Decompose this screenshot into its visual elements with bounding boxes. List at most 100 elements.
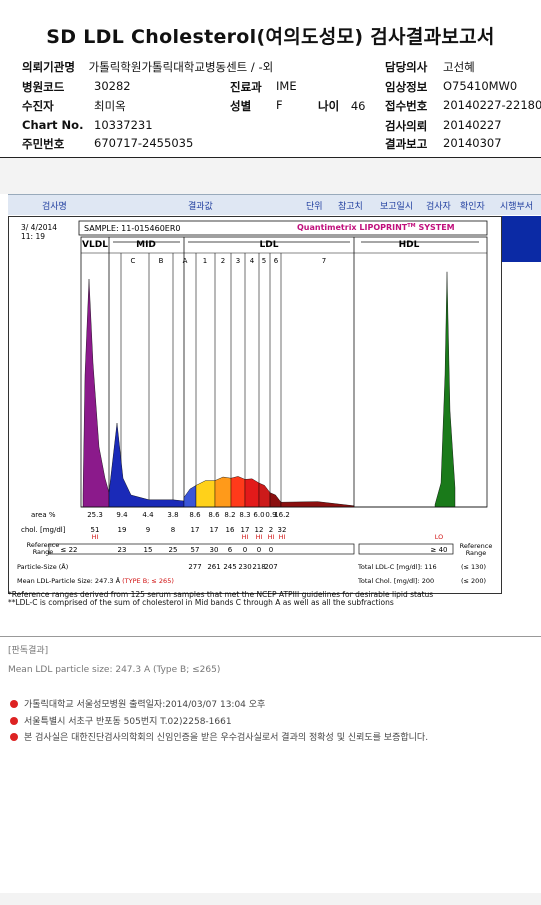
chol-value: 17: [191, 526, 200, 534]
id-value: 670717-2455035: [94, 136, 194, 150]
ref-box: [48, 543, 355, 555]
chart-no-row: Chart No. 10337231: [22, 118, 153, 132]
flag-hi: HI: [92, 533, 99, 541]
clinical-value: O75410MW0: [443, 79, 518, 93]
chol-label: chol. [mg/dl]: [21, 526, 66, 534]
tab-test-name[interactable]: 검사명: [42, 202, 67, 212]
code-value: 30282: [94, 79, 131, 93]
group-label-ldl: LDL: [260, 240, 279, 250]
hdl-ref-box: [358, 543, 454, 555]
ldl-band-5: [244, 478, 260, 508]
tab-report-time[interactable]: 보고일시: [380, 202, 414, 212]
ref-value: 57: [191, 546, 200, 554]
group-label-mid: MID: [136, 240, 156, 250]
institution-row: 의뢰기관명 가톨릭학원가톨릭대학교병동센트 / -외: [22, 59, 273, 75]
divider-2: [0, 636, 541, 637]
chol-value: 51: [91, 526, 100, 534]
particle-value: 207: [264, 563, 277, 571]
chart-date: 3/ 4/2014: [21, 223, 57, 232]
mean-size-value: Mean LDL-Particle Size: 247.3 Å: [17, 576, 122, 585]
footer-line-2: 서울특별시 서초구 반포동 505번지 T.02)2258-1661: [10, 714, 232, 727]
area-value: 4.4: [142, 511, 154, 519]
sex-row: 성별 F: [230, 98, 283, 114]
chart-no-label: Chart No.: [22, 118, 84, 132]
area-value: 25.3: [87, 511, 103, 519]
band-label-4: 4: [250, 257, 255, 265]
bullet-icon: [10, 733, 18, 741]
sample-label: SAMPLE: 11-015460ER0: [84, 224, 180, 233]
tab-reference[interactable]: 참고치: [338, 202, 363, 212]
area-value: 9.4: [116, 511, 128, 519]
bullet-icon: [10, 717, 18, 725]
bullet-icon: [10, 700, 18, 708]
flag-hi: HI: [279, 533, 286, 541]
flag-lo: LO: [435, 533, 444, 541]
age-row: 나이 46: [318, 98, 365, 114]
chol-value: 16: [226, 526, 235, 534]
report-date-value: 20140307: [443, 136, 502, 150]
tab-result[interactable]: 결과값: [188, 202, 213, 212]
chol-value: 9: [146, 526, 150, 534]
dept-value: IME: [276, 79, 297, 93]
footnote-1: *Reference ranges derived from 125 serum…: [8, 590, 434, 599]
tab-confirmer[interactable]: 확인자: [460, 202, 485, 212]
tab-department[interactable]: 시행부서: [500, 202, 534, 212]
mean-size-type: (TYPE B; ≤ 265): [122, 577, 174, 585]
area-value: 0.9: [265, 511, 276, 519]
total-ldl-ref: (≤ 130): [461, 563, 486, 571]
ref-value: ≤ 22: [61, 546, 78, 554]
ref-value: 0: [269, 546, 273, 554]
request-label: 검사의뢰: [385, 119, 428, 133]
area-value: 8.2: [224, 511, 235, 519]
band-label-3: 3: [236, 257, 240, 265]
patient-label: 수진자: [22, 99, 54, 113]
request-row: 검사의뢰 20140227: [385, 118, 502, 134]
ref-value: 15: [144, 546, 153, 554]
doctor-label: 담당의사: [385, 60, 428, 74]
sex-label: 성별: [230, 99, 252, 113]
ldl-band-3: [214, 476, 232, 508]
brand-name: Quantimetrix LIPOPRINT: [297, 223, 408, 232]
hdl-ref-value: ≥ 40: [431, 546, 448, 554]
sex-value: F: [276, 98, 283, 112]
ldl-band-7: [269, 492, 282, 508]
chol-value: 17: [210, 526, 219, 534]
vldl-peak: [82, 278, 110, 508]
gray-band: [0, 158, 541, 194]
mean-size: Mean LDL-Particle Size: 247.3 Å (TYPE B;…: [17, 576, 174, 585]
band-label-5: 5: [262, 257, 266, 265]
footer-text-2: 서울특별시 서초구 반포동 505번지 T.02)2258-1661: [24, 717, 232, 727]
ref-value: 30: [210, 546, 219, 554]
group-label-hdl: HDL: [399, 240, 420, 250]
area-value: 8.6: [189, 511, 201, 519]
ref-value: 25: [169, 546, 178, 554]
brand-tm: TM: [407, 223, 415, 229]
particle-value: 261: [207, 563, 220, 571]
request-value: 20140227: [443, 118, 502, 132]
chol-value: 17: [241, 526, 250, 534]
ref-value: 0: [243, 546, 247, 554]
chol-value: 2: [269, 526, 273, 534]
band-label-1: 1: [203, 257, 207, 265]
plot-frame: [80, 236, 488, 508]
ldl-band-4: [230, 476, 246, 508]
receipt-label: 접수번호: [385, 99, 428, 113]
band-label-A: A: [183, 257, 188, 265]
age-label: 나이: [318, 99, 340, 113]
institution-label: 의뢰기관명: [22, 60, 75, 74]
flag-hi: HI: [242, 533, 249, 541]
patient-row: 수진자 최미옥: [22, 98, 126, 114]
total-chol: Total Chol. [mg/dl]: 200: [357, 577, 434, 585]
age-value: 46: [350, 99, 366, 113]
chol-value: 8: [171, 526, 175, 534]
area-value: 16.2: [274, 511, 290, 519]
particle-value: 230: [238, 563, 251, 571]
bottom-band: [0, 893, 541, 905]
chart-time: 11: 19: [21, 232, 45, 241]
ldl-band-1: [183, 485, 197, 508]
ref-right-2: Range: [466, 549, 487, 557]
tab-unit[interactable]: 단위: [306, 202, 323, 212]
receipt-value: 20140227-22180: [443, 98, 541, 112]
area-value: 8.6: [208, 511, 220, 519]
tab-tester[interactable]: 검사자: [426, 202, 451, 212]
